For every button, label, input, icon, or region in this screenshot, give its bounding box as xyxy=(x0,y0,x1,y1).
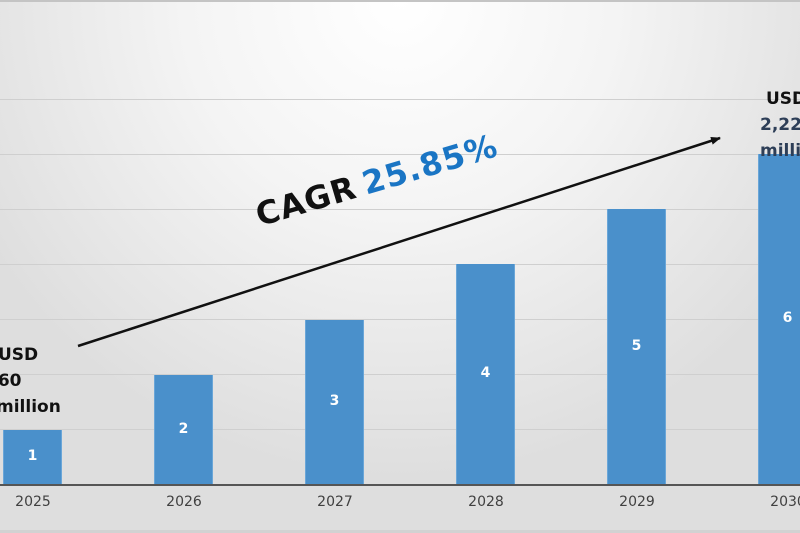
gridline xyxy=(0,154,800,155)
start-value-annotation: USD 560 million xyxy=(0,342,61,420)
gridline xyxy=(0,264,800,265)
bar-2025: 1 xyxy=(3,430,62,484)
end-value-annotation: USD 2,224 million xyxy=(760,86,800,164)
end-currency: USD xyxy=(766,89,800,109)
bar-2030: 6 xyxy=(758,154,800,484)
x-tick-label: 2028 xyxy=(468,494,504,510)
gridline xyxy=(0,209,800,210)
x-tick-label: 2027 xyxy=(317,494,353,510)
x-axis-line xyxy=(0,484,800,486)
bar-value-label: 4 xyxy=(480,365,491,381)
start-value: 560 xyxy=(0,371,22,391)
x-tick-label: 2029 xyxy=(619,494,655,510)
x-tick-label: 2025 xyxy=(15,494,51,510)
gridline xyxy=(0,429,800,430)
bar-value-label: 6 xyxy=(782,310,793,326)
start-currency: USD xyxy=(0,345,39,365)
chart-top-border xyxy=(0,0,800,2)
end-value: 2,224 xyxy=(760,115,800,135)
bar-2028: 4 xyxy=(456,264,515,484)
x-tick-label: 2026 xyxy=(166,494,202,510)
end-unit: million xyxy=(760,141,800,161)
gridline xyxy=(0,319,800,320)
bar-2026: 2 xyxy=(154,375,213,484)
gridline xyxy=(0,374,800,375)
bar-value-label: 2 xyxy=(178,421,189,437)
bar-value-label: 5 xyxy=(631,338,642,354)
bar-value-label: 3 xyxy=(329,393,340,409)
gridline xyxy=(0,99,800,100)
x-tick-label: 2030 xyxy=(770,494,800,510)
bar-2029: 5 xyxy=(607,209,666,484)
bar-value-label: 1 xyxy=(27,448,38,464)
start-unit: million xyxy=(0,397,61,417)
bar-2027: 3 xyxy=(305,320,364,484)
chart-bottom-border xyxy=(0,530,800,533)
